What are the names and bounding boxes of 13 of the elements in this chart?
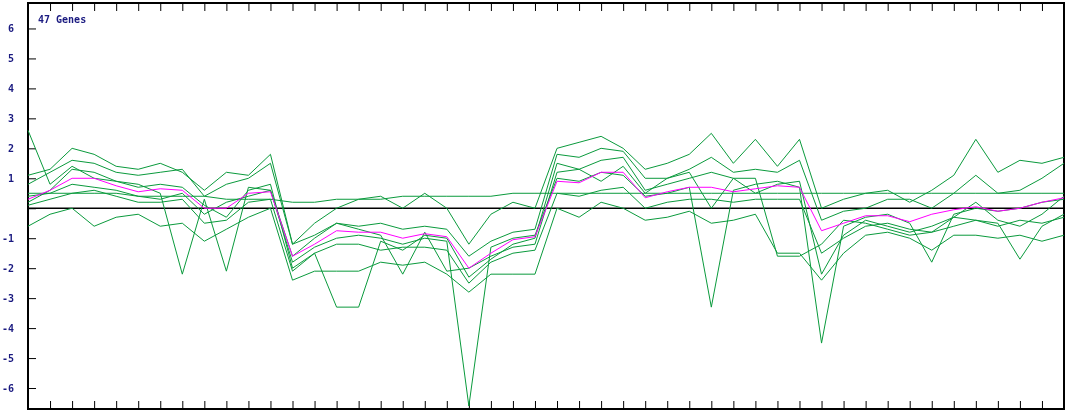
y-tick-label: -1 [1,232,14,244]
y-tick-label: 6 [7,23,14,35]
text: 47 Genes [38,14,87,25]
y-tick-label: 4 [7,83,14,95]
y-tick-label: -5 [1,352,14,364]
y-tick-label: -6 [1,382,14,394]
y-tick-label: 2 [7,143,14,155]
y-tick-label: 1 [7,172,14,184]
y-tick-label: 3 [7,113,14,125]
y-tick-label: -2 [1,262,14,274]
y-tick-label: -3 [1,292,14,304]
y-tick-label: 5 [7,53,14,65]
y-tick-label: -4 [1,322,14,334]
